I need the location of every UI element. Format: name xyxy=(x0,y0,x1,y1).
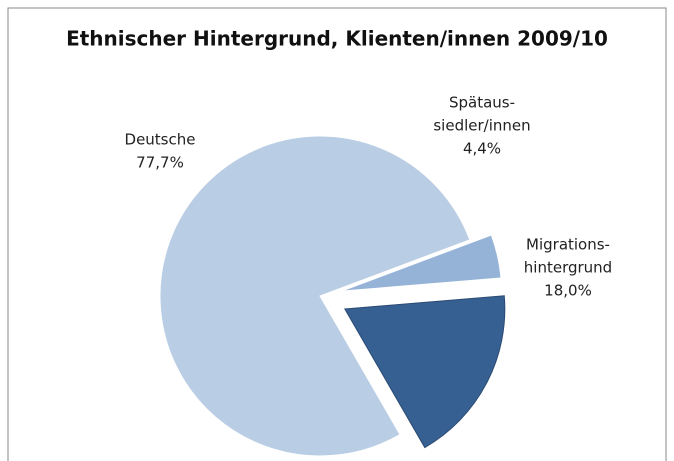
pie-slice xyxy=(341,234,502,292)
value-label: 18,0% xyxy=(544,282,592,300)
pie-slice xyxy=(159,135,471,457)
pie-slice xyxy=(343,295,506,449)
slice-label: siedler/innen xyxy=(433,117,530,135)
slice-label: Deutsche xyxy=(125,131,196,149)
slice-label: hintergrund xyxy=(524,259,612,277)
value-label: 77,7% xyxy=(136,154,184,172)
chart-border xyxy=(7,7,667,461)
chart-title: Ethnischer Hintergrund, Klienten/innen 2… xyxy=(66,27,608,51)
value-label: 4,4% xyxy=(463,140,501,158)
slice-label: Spätaus- xyxy=(449,94,515,112)
slice-label: Migrations- xyxy=(526,236,610,254)
